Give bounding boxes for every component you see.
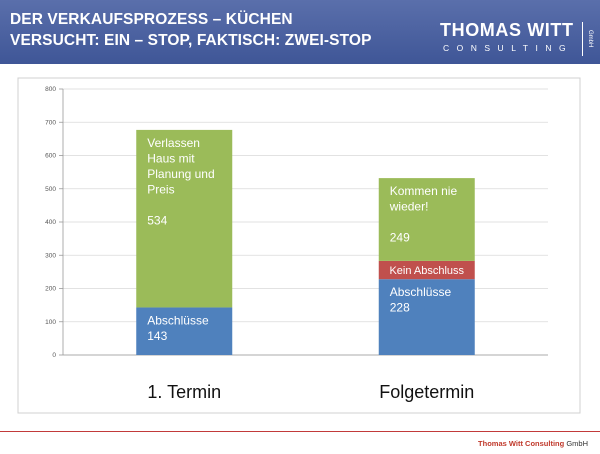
data-label-line: 143	[147, 329, 167, 343]
data-label-line: 249	[390, 231, 410, 245]
data-label-line: Kommen nie	[390, 184, 458, 198]
data-label-line: Haus mit	[147, 151, 195, 165]
company-logo: THOMAS WITT CONSULTING GmbH	[440, 20, 593, 60]
data-label-1-1: Abschlüsse 143	[147, 313, 209, 343]
bar-1-segment-3	[136, 129, 233, 308]
logo-divider	[582, 22, 583, 56]
logo-subtitle: CONSULTING	[443, 43, 574, 53]
x-category-label-2: Folgetermin	[379, 382, 474, 402]
logo-name: THOMAS WITT	[440, 20, 574, 40]
y-tick-label-200: 200	[45, 286, 56, 293]
y-tick-label-300: 300	[45, 252, 56, 259]
y-tick-label-600: 600	[45, 153, 56, 160]
footer-company: Thomas Witt Consulting	[478, 439, 565, 448]
title-line-2: VERSUCHT: EIN – STOP, FAKTISCH: ZWEI-STO…	[10, 32, 372, 49]
bar-1-segment-1	[136, 307, 233, 355]
data-label-line: 534	[147, 213, 167, 227]
y-tick-label-100: 100	[45, 319, 56, 326]
data-label-2-2: Kein Abschluss	[389, 265, 464, 277]
data-label-2-3: Kommen nie wieder! 249	[389, 184, 458, 245]
data-label-1-3: Verlassen Haus mit Planung und Preis 534	[147, 136, 214, 228]
footer-divider	[0, 431, 600, 432]
logo-gmbh: GmbH	[587, 30, 593, 48]
y-tick-label-700: 700	[45, 119, 56, 126]
bar-2-segment-2	[378, 260, 475, 280]
data-label-line	[147, 198, 150, 212]
data-label-line: wieder!	[389, 200, 429, 214]
data-label-line: Abschlüsse	[147, 313, 209, 327]
data-label-line: Verlassen	[147, 136, 200, 150]
footer-text: Thomas Witt Consulting GmbH	[478, 439, 588, 448]
y-tick-label-400: 400	[45, 219, 56, 226]
footer-suffix: GmbH	[564, 439, 588, 448]
data-label-2-1: Abschlüsse 228	[390, 285, 452, 315]
data-label-line: Abschlüsse	[390, 285, 452, 299]
data-label-line: Planung und	[147, 167, 214, 181]
data-label-line	[390, 215, 393, 229]
data-label-line: Kein Abschluss	[389, 265, 464, 277]
data-label-line: 228	[390, 301, 410, 315]
title-line-1: DER VERKAUFSPROZESS – KÜCHEN	[10, 11, 293, 28]
y-tick-label-0: 0	[52, 352, 56, 359]
y-tick-label-500: 500	[45, 186, 56, 193]
slide-title: DER VERKAUFSPROZESS – KÜCHEN VERSUCHT: E…	[10, 9, 372, 51]
chart-frame	[17, 77, 581, 414]
bar-2-segment-3	[378, 178, 475, 261]
x-category-label-1: 1. Termin	[147, 382, 221, 402]
y-tick-label-800: 800	[45, 86, 56, 93]
data-label-line: Preis	[147, 182, 174, 196]
bar-2-segment-1	[378, 279, 475, 355]
slide-header: DER VERKAUFSPROZESS – KÜCHEN VERSUCHT: E…	[0, 0, 600, 64]
